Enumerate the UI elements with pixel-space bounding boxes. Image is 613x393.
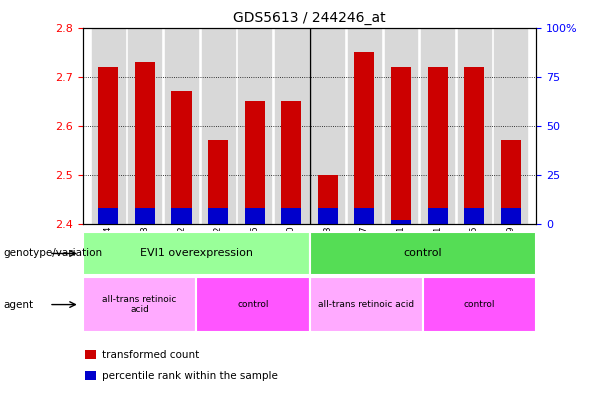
Bar bbox=[85, 371, 96, 380]
Bar bbox=[83, 232, 310, 275]
Bar bbox=[310, 232, 536, 275]
Bar bbox=[318, 175, 338, 224]
Bar bbox=[501, 141, 521, 224]
Bar bbox=[421, 28, 454, 224]
Bar bbox=[427, 67, 447, 224]
Title: GDS5613 / 244246_at: GDS5613 / 244246_at bbox=[234, 11, 386, 25]
Bar bbox=[135, 208, 155, 224]
Bar bbox=[354, 208, 375, 224]
Bar bbox=[348, 28, 381, 224]
Bar bbox=[391, 67, 411, 224]
Bar bbox=[458, 28, 490, 224]
Bar bbox=[423, 277, 536, 332]
Text: genotype/variation: genotype/variation bbox=[3, 248, 102, 259]
Bar bbox=[238, 28, 271, 224]
Bar bbox=[245, 101, 265, 224]
Bar bbox=[208, 141, 228, 224]
Text: transformed count: transformed count bbox=[102, 350, 199, 360]
Bar bbox=[311, 28, 345, 224]
Bar bbox=[165, 28, 198, 224]
Bar bbox=[202, 28, 235, 224]
Text: EVI1 overexpression: EVI1 overexpression bbox=[140, 248, 253, 259]
Bar bbox=[354, 52, 375, 224]
Bar bbox=[98, 208, 118, 224]
Bar bbox=[172, 208, 192, 224]
Bar bbox=[196, 277, 310, 332]
Text: all-trans retinoic acid: all-trans retinoic acid bbox=[318, 300, 414, 309]
Text: percentile rank within the sample: percentile rank within the sample bbox=[102, 371, 278, 381]
Bar bbox=[92, 28, 125, 224]
Bar bbox=[494, 28, 527, 224]
Bar bbox=[281, 208, 302, 224]
Bar bbox=[427, 208, 447, 224]
Bar bbox=[172, 91, 192, 224]
Bar bbox=[85, 350, 96, 358]
Bar bbox=[391, 220, 411, 224]
Bar bbox=[275, 28, 308, 224]
Text: all-trans retinoic
acid: all-trans retinoic acid bbox=[102, 295, 177, 314]
Text: control: control bbox=[237, 300, 268, 309]
Bar bbox=[281, 101, 302, 224]
Bar bbox=[384, 28, 417, 224]
Bar bbox=[135, 62, 155, 224]
Text: control: control bbox=[464, 300, 495, 309]
Bar bbox=[464, 67, 484, 224]
Bar bbox=[83, 277, 196, 332]
Text: control: control bbox=[403, 248, 443, 259]
Bar bbox=[310, 277, 423, 332]
Bar bbox=[501, 208, 521, 224]
Bar bbox=[245, 208, 265, 224]
Bar bbox=[129, 28, 161, 224]
Bar bbox=[98, 67, 118, 224]
Bar bbox=[464, 208, 484, 224]
Text: agent: agent bbox=[3, 299, 33, 310]
Bar bbox=[208, 208, 228, 224]
Bar bbox=[318, 208, 338, 224]
